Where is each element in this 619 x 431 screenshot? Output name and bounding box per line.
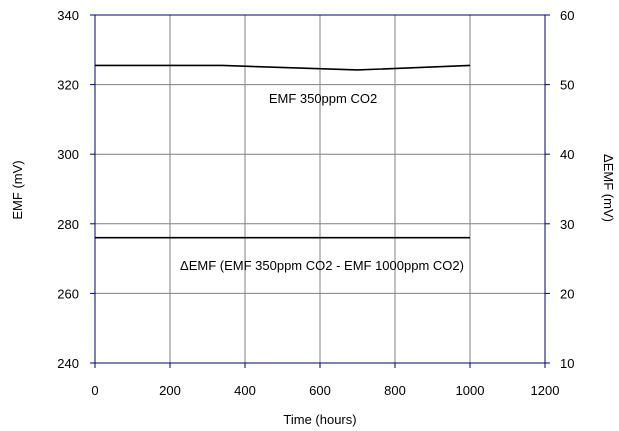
x-tick-label: 1000 [456, 383, 485, 398]
y2-tick-label: 60 [560, 8, 574, 23]
x-tick-label: 1200 [531, 383, 560, 398]
y-tick-label: 320 [57, 78, 79, 93]
y2-tick-label: 20 [560, 286, 574, 301]
x-tick-label: 0 [91, 383, 98, 398]
axis-ticks [90, 14, 550, 368]
y2-tick-label: 30 [560, 217, 574, 232]
grid-lines [95, 15, 545, 363]
y2-axis-title: ΔEMF (mV) [601, 154, 616, 222]
x-axis-title: Time (hours) [283, 412, 356, 427]
y-axis-title: EMF (mV) [10, 160, 25, 219]
tick-labels: 0 200 400 600 800 1000 1200 240 260 280 300 320 340 1… [57, 8, 574, 398]
series-label-emf: EMF 350ppm CO2 [269, 91, 377, 106]
y-tick-label: 240 [57, 356, 79, 371]
y-tick-label: 260 [57, 286, 79, 301]
y-tick-label: 300 [57, 147, 79, 162]
series-label-delta-emf: ΔEMF (EMF 350ppm CO2 - EMF 1000ppm CO2) [180, 258, 464, 273]
y2-tick-label: 40 [560, 147, 574, 162]
x-tick-label: 600 [309, 383, 331, 398]
series-group [95, 64, 471, 239]
x-tick-label: 800 [384, 383, 406, 398]
x-tick-label: 400 [234, 383, 256, 398]
y-tick-label: 340 [57, 8, 79, 23]
y-tick-label: 280 [57, 217, 79, 232]
y2-tick-label: 50 [560, 78, 574, 93]
series-line-emf [95, 64, 471, 71]
y2-tick-label: 10 [560, 356, 574, 371]
x-tick-label: 200 [159, 383, 181, 398]
